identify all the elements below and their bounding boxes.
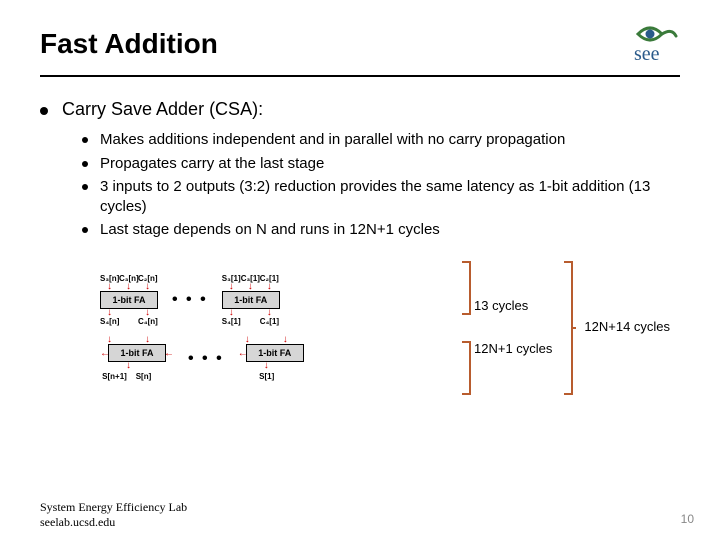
- annotation-top: 13 cycles: [474, 299, 552, 314]
- slide-title: Fast Addition: [40, 28, 218, 60]
- fa-block: 1-bit FA: [222, 291, 280, 309]
- footer-line2: seelab.ucsd.edu: [40, 515, 187, 530]
- bullet-main: Carry Save Adder (CSA):: [40, 99, 680, 120]
- bullet-sub-text: Last stage depends on N and runs in 12N+…: [100, 220, 440, 240]
- svg-text:see: see: [634, 43, 660, 64]
- page-number: 10: [681, 512, 694, 526]
- mid-labels-right: S₄[1] C₄[1]: [222, 317, 280, 326]
- annotation-total: 12N+14 cycles: [584, 320, 670, 335]
- fa-block: 1-bit FA: [108, 344, 166, 362]
- fa-block: 1-bit FA: [246, 344, 304, 362]
- output-labels-right: S[1]: [238, 372, 304, 381]
- footer-line1: System Energy Efficiency Lab: [40, 500, 187, 515]
- annotation-bottom: 12N+1 cycles: [474, 342, 552, 357]
- footer: System Energy Efficiency Lab seelab.ucsd…: [40, 500, 187, 530]
- see-logo: see: [616, 20, 680, 69]
- ellipsis-icon: • • •: [172, 291, 208, 309]
- mid-labels-left: S₄[n] C₄[n]: [100, 317, 158, 326]
- bullet-sub: Last stage depends on N and runs in 12N+…: [82, 220, 680, 240]
- bullet-sub-text: Makes additions independent and in paral…: [100, 130, 565, 150]
- bullet-sub: Makes additions independent and in paral…: [82, 130, 680, 150]
- title-divider: [40, 75, 680, 77]
- bullet-sub-text: 3 inputs to 2 outputs (3:2) reduction pr…: [100, 177, 680, 216]
- ellipsis-icon: • • •: [188, 350, 224, 368]
- bullet-main-text: Carry Save Adder (CSA):: [62, 99, 263, 120]
- output-labels-left: S[n+1] S[n]: [100, 372, 174, 381]
- bracket-icon: [460, 258, 474, 398]
- bullet-sub-text: Propagates carry at the last stage: [100, 154, 324, 174]
- bullet-sub: 3 inputs to 2 outputs (3:2) reduction pr…: [82, 177, 680, 216]
- csa-diagram: S₃[n] C₃[n] C₂[n] ↓↓↓ 1-bit FA ↓↓ S₄[n] …: [100, 258, 680, 398]
- bullet-sub: Propagates carry at the last stage: [82, 154, 680, 174]
- bracket-icon: [562, 258, 576, 398]
- fa-block: 1-bit FA: [100, 291, 158, 309]
